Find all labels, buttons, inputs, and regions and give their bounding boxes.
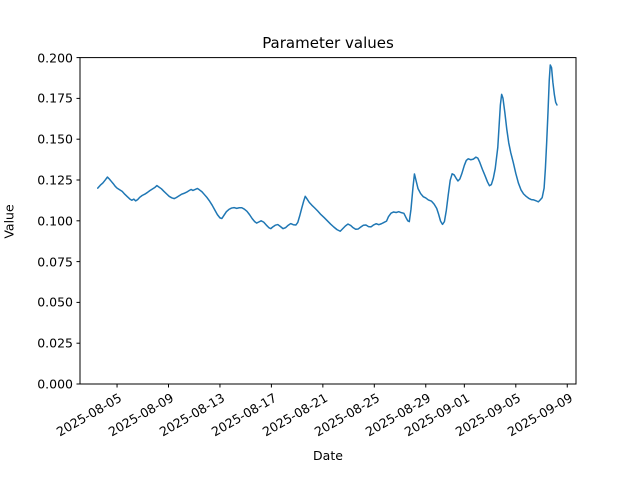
y-tick-label: 0.200 <box>37 50 73 66</box>
series-line <box>97 64 558 232</box>
x-axis-label: Date <box>313 448 343 463</box>
y-tick-label: 0.175 <box>37 90 73 106</box>
y-tick-label: 0.050 <box>37 294 73 310</box>
y-tick-label: 0.000 <box>37 376 73 392</box>
y-axis-label: Value <box>1 204 17 239</box>
y-tick-label: 0.025 <box>37 335 73 351</box>
y-tick-label: 0.100 <box>37 213 73 229</box>
chart-title: Parameter values <box>262 34 394 52</box>
y-tick-label: 0.125 <box>37 172 73 188</box>
y-tick-label: 0.075 <box>37 254 73 270</box>
y-tick-label: 0.150 <box>37 131 73 147</box>
